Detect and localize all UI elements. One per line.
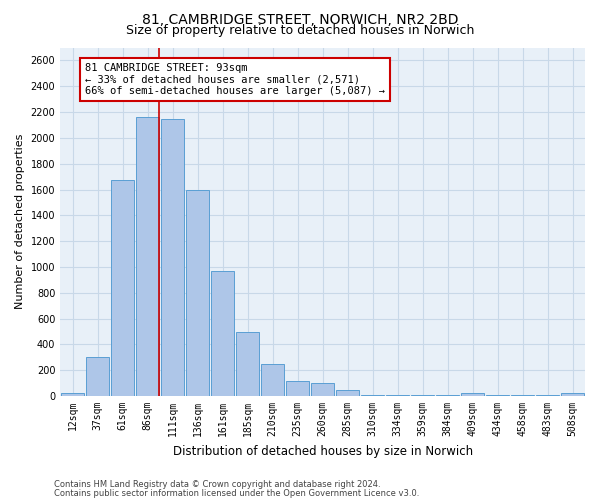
Bar — [337, 390, 359, 396]
Bar — [262, 364, 284, 396]
Text: 81 CAMBRIDGE STREET: 93sqm
← 33% of detached houses are smaller (2,571)
66% of s: 81 CAMBRIDGE STREET: 93sqm ← 33% of deta… — [85, 63, 385, 96]
Bar — [61, 393, 84, 396]
Bar — [461, 394, 484, 396]
Bar — [211, 271, 234, 396]
Text: Contains HM Land Registry data © Crown copyright and database right 2024.: Contains HM Land Registry data © Crown c… — [54, 480, 380, 489]
Bar — [286, 380, 309, 396]
Bar — [561, 393, 584, 396]
Bar — [136, 117, 159, 396]
Bar — [311, 383, 334, 396]
Bar — [161, 118, 184, 396]
Bar — [112, 180, 134, 396]
Bar — [236, 332, 259, 396]
Text: Size of property relative to detached houses in Norwich: Size of property relative to detached ho… — [126, 24, 474, 37]
Y-axis label: Number of detached properties: Number of detached properties — [15, 134, 25, 310]
X-axis label: Distribution of detached houses by size in Norwich: Distribution of detached houses by size … — [173, 444, 473, 458]
Bar — [86, 358, 109, 396]
Bar — [187, 190, 209, 396]
Text: 81, CAMBRIDGE STREET, NORWICH, NR2 2BD: 81, CAMBRIDGE STREET, NORWICH, NR2 2BD — [142, 12, 458, 26]
Text: Contains public sector information licensed under the Open Government Licence v3: Contains public sector information licen… — [54, 488, 419, 498]
